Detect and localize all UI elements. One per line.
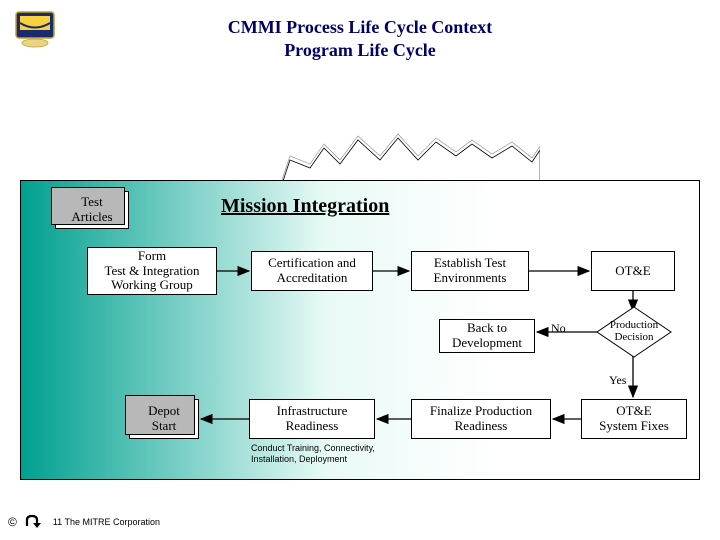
decision-label-yes: Yes: [609, 373, 626, 388]
node-infra-readiness: InfrastructureReadiness: [249, 399, 375, 439]
cutaway-tear: [280, 90, 540, 190]
flow-container: Mission Integration TestArticles FormTes…: [20, 180, 700, 480]
node-ote: OT&E: [591, 251, 675, 291]
node-test-articles: TestArticles: [55, 191, 129, 229]
u-turn-icon: [23, 514, 47, 530]
node-production-decision: ProductionDecision: [597, 307, 671, 357]
copyright-icon: ©: [8, 515, 17, 529]
node-label: TestArticles: [71, 195, 112, 225]
node-finalize-prod-readiness: Finalize ProductionReadiness: [411, 399, 551, 439]
node-back-to-dev: Back toDevelopment: [439, 319, 535, 353]
node-label: ProductionDecision: [610, 320, 658, 343]
node-label: Finalize ProductionReadiness: [430, 404, 532, 434]
node-label: OT&ESystem Fixes: [599, 404, 669, 434]
node-label: Back toDevelopment: [452, 321, 522, 351]
node-depot-start: DepotStart: [129, 399, 199, 439]
node-label: Establish TestEnvironments: [434, 256, 507, 286]
note-conduct-training: Conduct Training, Connectivity,Installat…: [251, 443, 411, 465]
footer: © 11 The MITRE Corporation: [8, 514, 160, 530]
node-ote-system-fixes: OT&ESystem Fixes: [581, 399, 687, 439]
node-label: OT&E: [615, 264, 650, 279]
title-line-1: CMMI Process Life Cycle Context: [0, 16, 720, 39]
decision-label-no: No: [551, 321, 566, 336]
node-cert-accred: Certification andAccreditation: [251, 251, 373, 291]
footer-text: 11 The MITRE Corporation: [53, 517, 160, 527]
node-label: InfrastructureReadiness: [277, 404, 348, 434]
node-form-twg: FormTest & IntegrationWorking Group: [87, 247, 217, 295]
node-label: FormTest & IntegrationWorking Group: [104, 249, 199, 294]
node-establish-test-env: Establish TestEnvironments: [411, 251, 529, 291]
page-title: CMMI Process Life Cycle Context Program …: [0, 16, 720, 61]
node-label: Certification andAccreditation: [268, 256, 356, 286]
node-label: DepotStart: [148, 404, 180, 434]
title-line-2: Program Life Cycle: [0, 39, 720, 62]
